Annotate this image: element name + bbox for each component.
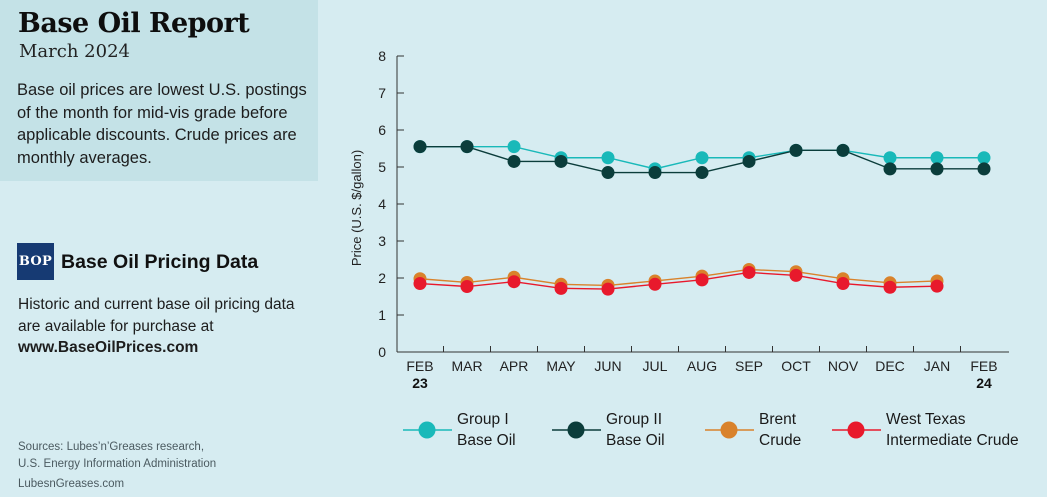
data-point-series-1 [695, 151, 709, 165]
x-year-label: 23 [412, 375, 428, 391]
legend-marker [418, 421, 436, 439]
page-title: Base Oil Report [18, 8, 250, 39]
data-point-series-2 [883, 162, 897, 176]
promo-text: Historic and current base oil pricing da… [18, 294, 318, 359]
legend-marker [720, 421, 738, 439]
legend-label: Group I Base Oil [457, 409, 516, 451]
data-point-series-2 [836, 143, 850, 157]
y-tick-label: 0 [378, 344, 386, 360]
site-credit: LubesnGreases.com [18, 478, 125, 490]
data-point-series-1 [507, 140, 521, 154]
x-tick-label: SEP [735, 358, 763, 374]
sources-line: U.S. Energy Information Administration [18, 458, 217, 470]
legend-label-line: Group I [457, 411, 509, 428]
data-point-series-2 [507, 154, 521, 168]
promo-description: Historic and current base oil pricing da… [18, 296, 295, 335]
y-tick-label: 2 [378, 270, 386, 286]
legend-label: Group II Base Oil [606, 409, 665, 451]
data-point-series-4 [554, 281, 568, 295]
legend-marker [567, 421, 585, 439]
data-point-series-2 [554, 154, 568, 168]
y-tick-label: 4 [378, 196, 386, 212]
x-tick-label: FEB [406, 358, 433, 374]
data-point-series-1 [930, 151, 944, 165]
data-point-series-4 [695, 273, 709, 287]
promo-url-link[interactable]: www.BaseOilPrices.com [18, 339, 199, 356]
data-point-series-2 [601, 166, 615, 180]
data-point-series-1 [883, 151, 897, 165]
legend-label: Brent Crude [759, 409, 801, 451]
legend-label-line: Intermediate Crude [886, 432, 1019, 449]
legend-label-line: Crude [759, 432, 802, 449]
y-tick-label: 1 [378, 307, 386, 323]
y-tick-label: 5 [378, 159, 386, 175]
data-point-series-4 [601, 282, 615, 296]
data-point-series-2 [460, 140, 474, 154]
x-tick-label: JUN [594, 358, 621, 374]
data-point-series-2 [977, 162, 991, 176]
data-point-series-4 [930, 279, 944, 293]
data-point-series-2 [648, 166, 662, 180]
x-tick-label: DEC [875, 358, 905, 374]
data-point-series-1 [977, 151, 991, 165]
y-axis-label: Price (U.S. $/gallon) [349, 150, 364, 266]
page-subtitle: March 2024 [19, 41, 130, 62]
data-point-series-2 [413, 140, 427, 154]
x-tick-label: APR [500, 358, 529, 374]
legend-label-line: Base Oil [457, 432, 516, 449]
data-point-series-4 [742, 265, 756, 279]
data-point-series-1 [601, 151, 615, 165]
legend-marker [847, 421, 865, 439]
data-point-series-2 [695, 166, 709, 180]
sources-note: Sources: Lubes’n’Greases research, U.S. … [18, 439, 216, 473]
y-tick-label: 8 [378, 48, 386, 64]
data-point-series-4 [789, 268, 803, 282]
legend-label-line: Brent [759, 411, 797, 428]
series-line-4 [419, 271, 938, 290]
report-description: Base oil prices are lowest U.S. postings… [17, 81, 307, 167]
series-line-3 [419, 268, 938, 287]
intro-panel [0, 0, 318, 181]
x-tick-label: OCT [781, 358, 811, 374]
x-tick-label: FEB [970, 358, 997, 374]
data-point-series-4 [648, 277, 662, 291]
x-tick-label: NOV [828, 358, 859, 374]
legend-label-line: Base Oil [606, 432, 665, 449]
y-tick-label: 3 [378, 233, 386, 249]
x-tick-label: MAY [546, 358, 576, 374]
data-point-series-4 [883, 280, 897, 294]
data-point-series-4 [836, 277, 850, 291]
data-point-series-4 [507, 275, 521, 289]
x-tick-label: AUG [687, 358, 717, 374]
data-point-series-2 [789, 143, 803, 157]
data-point-series-2 [930, 162, 944, 176]
data-point-series-2 [742, 154, 756, 168]
x-tick-label: MAR [451, 358, 482, 374]
bop-logo: BOP [17, 243, 54, 280]
x-year-label: 24 [976, 375, 992, 391]
legend-label-line: Group II [606, 411, 662, 428]
promo-title: Base Oil Pricing Data [61, 251, 259, 273]
y-tick-label: 7 [378, 85, 386, 101]
y-tick-label: 6 [378, 122, 386, 138]
legend-label: West Texas Intermediate Crude [886, 409, 1019, 451]
x-tick-label: JUL [643, 358, 668, 374]
data-point-series-4 [413, 277, 427, 291]
x-tick-label: JAN [924, 358, 950, 374]
data-point-series-4 [460, 280, 474, 294]
legend-label-line: West Texas [886, 411, 966, 428]
sources-line: Sources: Lubes’n’Greases research, [18, 441, 205, 453]
